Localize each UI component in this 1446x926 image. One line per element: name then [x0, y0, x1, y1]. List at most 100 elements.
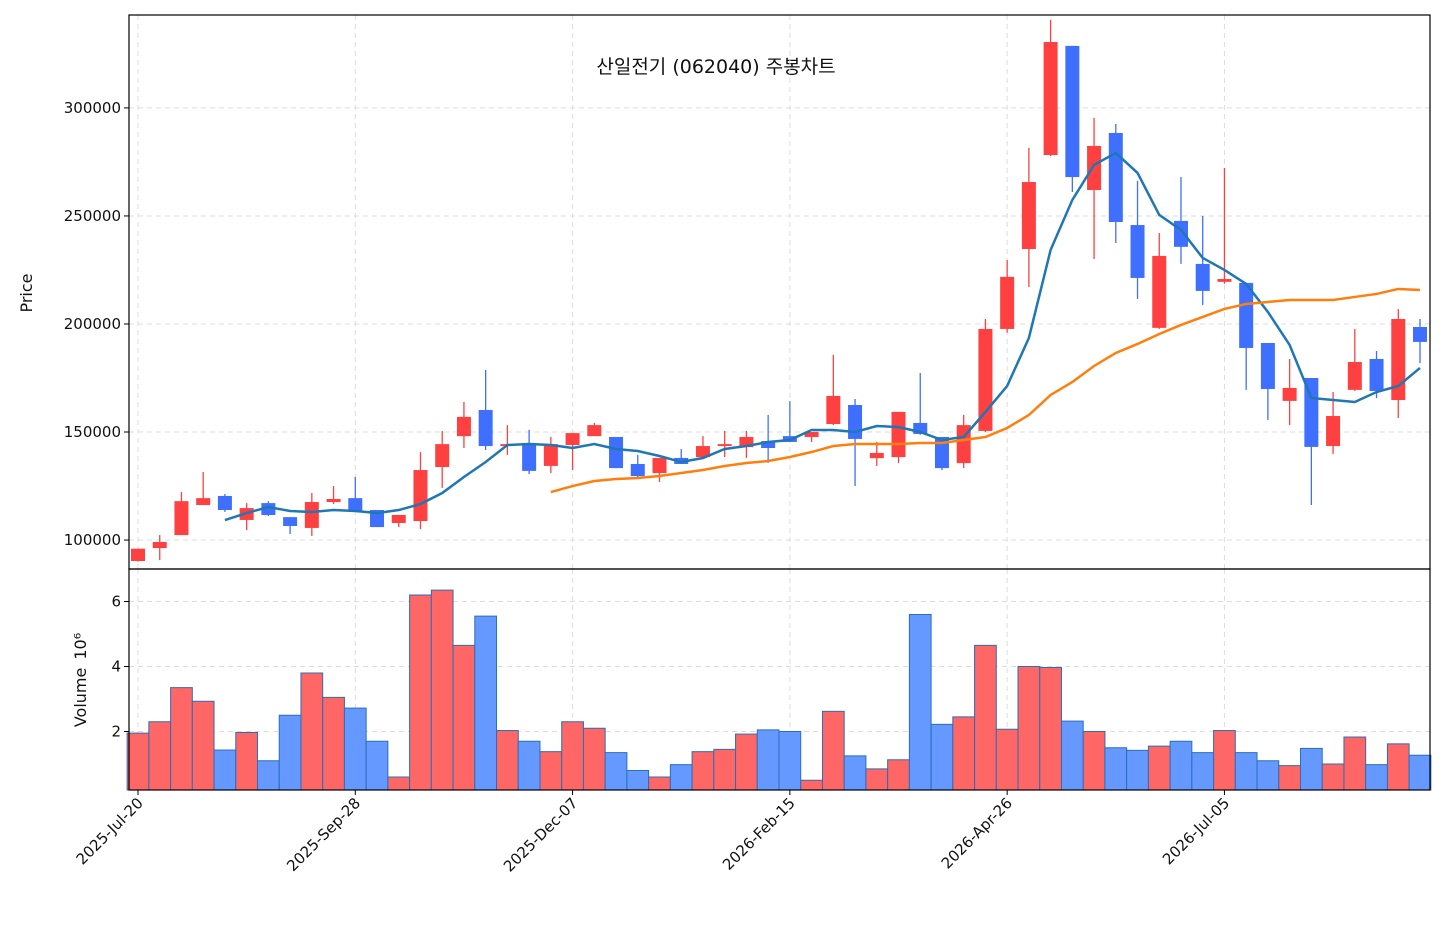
candle-body — [587, 425, 602, 437]
candle-body — [717, 444, 732, 447]
volume-bar — [778, 731, 802, 791]
volume-bar — [409, 594, 432, 791]
x-tick-label: 2026-Feb-15 — [719, 794, 799, 874]
candle-body — [1326, 416, 1341, 447]
volume-bar — [148, 721, 172, 791]
candle-body — [543, 444, 558, 466]
volume-bar — [387, 776, 411, 791]
y-tick-label: 300000 — [64, 99, 121, 117]
volume-bar — [1321, 763, 1345, 791]
volume-bar — [756, 729, 780, 791]
volume-bar — [170, 687, 193, 791]
volume-bar — [300, 672, 324, 791]
volume-frame — [128, 568, 1431, 791]
volume-bar — [604, 752, 628, 791]
volume-bar — [1082, 731, 1106, 791]
candle-body — [522, 443, 537, 471]
volume-bar — [648, 776, 671, 791]
volume-bar — [582, 727, 606, 791]
moving-average-line — [224, 151, 1421, 522]
candle-body — [1152, 255, 1167, 328]
y-tick-label: 200000 — [64, 315, 121, 333]
candle-body — [1217, 279, 1232, 282]
volume-bar — [322, 696, 345, 791]
volume-bar — [1256, 760, 1280, 791]
volume-bar — [1191, 752, 1215, 791]
candle-body — [1000, 276, 1015, 329]
candle-body — [435, 444, 450, 468]
y-tick-label: 100000 — [64, 531, 121, 549]
volume-bar — [865, 768, 889, 791]
candle-body — [630, 463, 645, 477]
candle-body — [804, 432, 819, 437]
moving-average-line — [550, 287, 1421, 494]
volume-bar — [1104, 747, 1128, 791]
x-tick-label: 2026-Jul-05 — [1159, 794, 1233, 868]
volume-bar — [343, 707, 367, 791]
candle-body — [1087, 145, 1102, 191]
volume-bar — [1343, 736, 1367, 791]
volume-bar — [887, 759, 910, 791]
volume-bar — [1169, 740, 1193, 791]
x-tick-label: 2026-Apr-26 — [938, 794, 1016, 872]
candle-body — [934, 436, 949, 469]
volume-bar — [952, 716, 976, 791]
volume-bar — [1039, 666, 1062, 791]
candle-body — [370, 510, 385, 528]
candle-body — [456, 416, 471, 437]
candle-body — [1391, 319, 1406, 401]
candle-body — [565, 433, 580, 445]
x-tick-label: 2025-Sep-28 — [283, 794, 364, 875]
candle-body — [174, 501, 189, 536]
candle-body — [761, 441, 776, 449]
volume-bar — [735, 733, 758, 791]
y2-tick-label: 6 — [111, 593, 121, 611]
candle-body — [152, 541, 167, 549]
volume-bar — [930, 723, 954, 791]
volume-bar — [1408, 754, 1432, 791]
candle-body — [196, 498, 211, 506]
candle-body — [609, 436, 624, 469]
chart-title: 산일전기 (062040) 주봉차트 — [596, 56, 835, 78]
volume-bar — [1213, 730, 1236, 791]
volume-bar — [626, 770, 650, 791]
candle-body — [326, 498, 341, 503]
volume-bar — [452, 644, 476, 791]
volume-bar — [843, 755, 867, 791]
candle-body — [478, 409, 493, 447]
candle-body — [391, 514, 406, 523]
volume-bar — [1126, 749, 1149, 791]
candle-body — [1195, 263, 1210, 291]
volume-bar — [561, 721, 584, 791]
volume-bar — [974, 644, 997, 791]
y-tick-label: 250000 — [64, 207, 121, 225]
volume-bar — [1365, 764, 1388, 791]
candle-body — [869, 452, 884, 459]
candle-body — [652, 457, 667, 474]
candle-body — [1369, 358, 1384, 391]
volume-bar — [430, 589, 454, 791]
candle-body — [261, 503, 276, 515]
volume-bar — [713, 748, 737, 791]
volume-bar — [1060, 720, 1084, 791]
volume-bar — [1299, 747, 1323, 791]
volume-bar — [669, 764, 693, 791]
candle-body — [1043, 42, 1058, 156]
candle-body — [283, 517, 298, 527]
volume-bar — [691, 751, 715, 791]
y-tick-label: 150000 — [64, 423, 121, 441]
candle-body — [978, 328, 993, 431]
volume-bar — [800, 779, 823, 791]
candle-body — [304, 502, 319, 528]
volume-bar — [1234, 752, 1258, 791]
price-frame — [128, 14, 1431, 570]
volume-bar — [995, 728, 1019, 791]
volume-bar — [126, 732, 150, 791]
volume-bar — [474, 615, 498, 791]
volume-bar — [1386, 743, 1410, 791]
y2-tick-label: 4 — [111, 658, 121, 676]
candle-body — [848, 405, 863, 439]
candle-body — [1065, 45, 1080, 178]
